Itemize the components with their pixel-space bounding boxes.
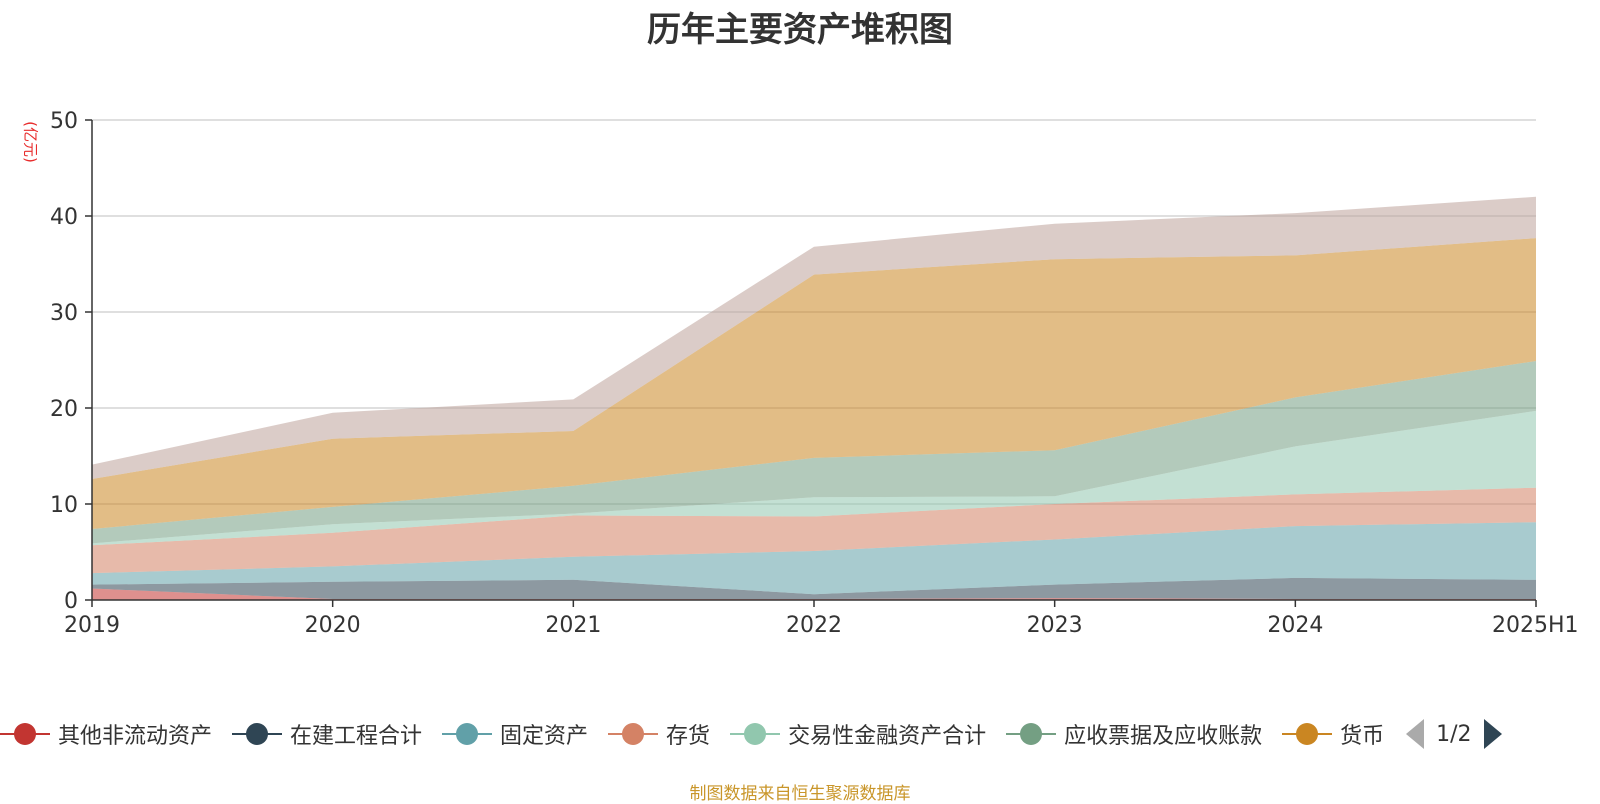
y-tick-label: 30 [50,301,78,326]
area-series-1[interactable] [92,577,1536,599]
x-tick-label: 2022 [786,613,842,638]
area-series-2[interactable] [92,522,1536,595]
x-tick-label: 2024 [1267,613,1323,638]
legend-label: 货币 [1340,724,1385,749]
chart-title: 历年主要资产堆积图 [647,10,953,50]
triangle-left-icon[interactable] [1406,719,1425,749]
legend-marker-icon [232,722,283,746]
area-series-0[interactable] [92,588,1536,601]
legend-label: 其他非流动资产 [58,724,213,749]
triangle-right-icon[interactable] [1483,719,1502,749]
legend-marker-icon [730,722,781,746]
y-axis-unit-label: (亿元) [21,121,40,163]
data-source-note: 制图数据来自恒生聚源数据库 [689,784,911,804]
x-tick-label: 2021 [545,613,601,638]
legend-item[interactable]: 在建工程合计 [232,718,422,750]
legend: 其他非流动资产 在建工程合计 固定资产 存货 交易性金融资产合计 应收票据及应收账款 货币 1… [0,716,1502,752]
legend-label: 应收票据及应收账款 [1064,724,1263,749]
area-series [92,196,1536,601]
legend-marker-icon [1006,722,1057,746]
legend-item[interactable]: 交易性金融资产合计 [730,718,986,750]
area-series-5[interactable] [92,361,1536,544]
y-tick-label: 50 [50,109,78,134]
y-tick-label: 40 [50,205,78,230]
legend-label: 存货 [666,724,711,749]
legend-item[interactable]: 固定资产 [442,718,588,750]
legend-label: 固定资产 [500,724,589,749]
area-series-6[interactable] [92,238,1536,529]
legend-marker-icon [1282,722,1333,746]
axes: 0 10 20 30 40 50 2019 2020 2021 2022 2023 2024 2025H… [50,109,1579,638]
y-tick-label: 10 [50,493,78,518]
legend-item[interactable]: 货币 [1282,718,1384,750]
legend-item[interactable]: 其他非流动资产 [0,718,212,750]
legend-pager: 1/2 [1406,719,1502,749]
legend-item[interactable]: 应收票据及应收账款 [1006,718,1262,750]
x-tick-label: 2025H1 [1492,613,1579,638]
legend-label: 在建工程合计 [290,724,423,749]
area-series-3[interactable] [92,487,1536,574]
legend-item[interactable]: 存货 [608,718,710,750]
y-tick-label: 20 [50,397,78,422]
x-tick-label: 2023 [1027,613,1083,638]
legend-page-indicator: 1/2 [1436,721,1472,747]
x-tick-label: 2019 [64,613,120,638]
legend-marker-icon [608,722,659,746]
legend-marker-icon [0,722,50,746]
legend-label: 交易性金融资产合计 [788,724,987,749]
y-tick-label: 0 [64,589,78,614]
legend-marker-icon [442,722,493,746]
x-tick-label: 2020 [305,613,361,638]
area-series-4[interactable] [92,410,1536,546]
area-series-7[interactable] [92,196,1536,480]
